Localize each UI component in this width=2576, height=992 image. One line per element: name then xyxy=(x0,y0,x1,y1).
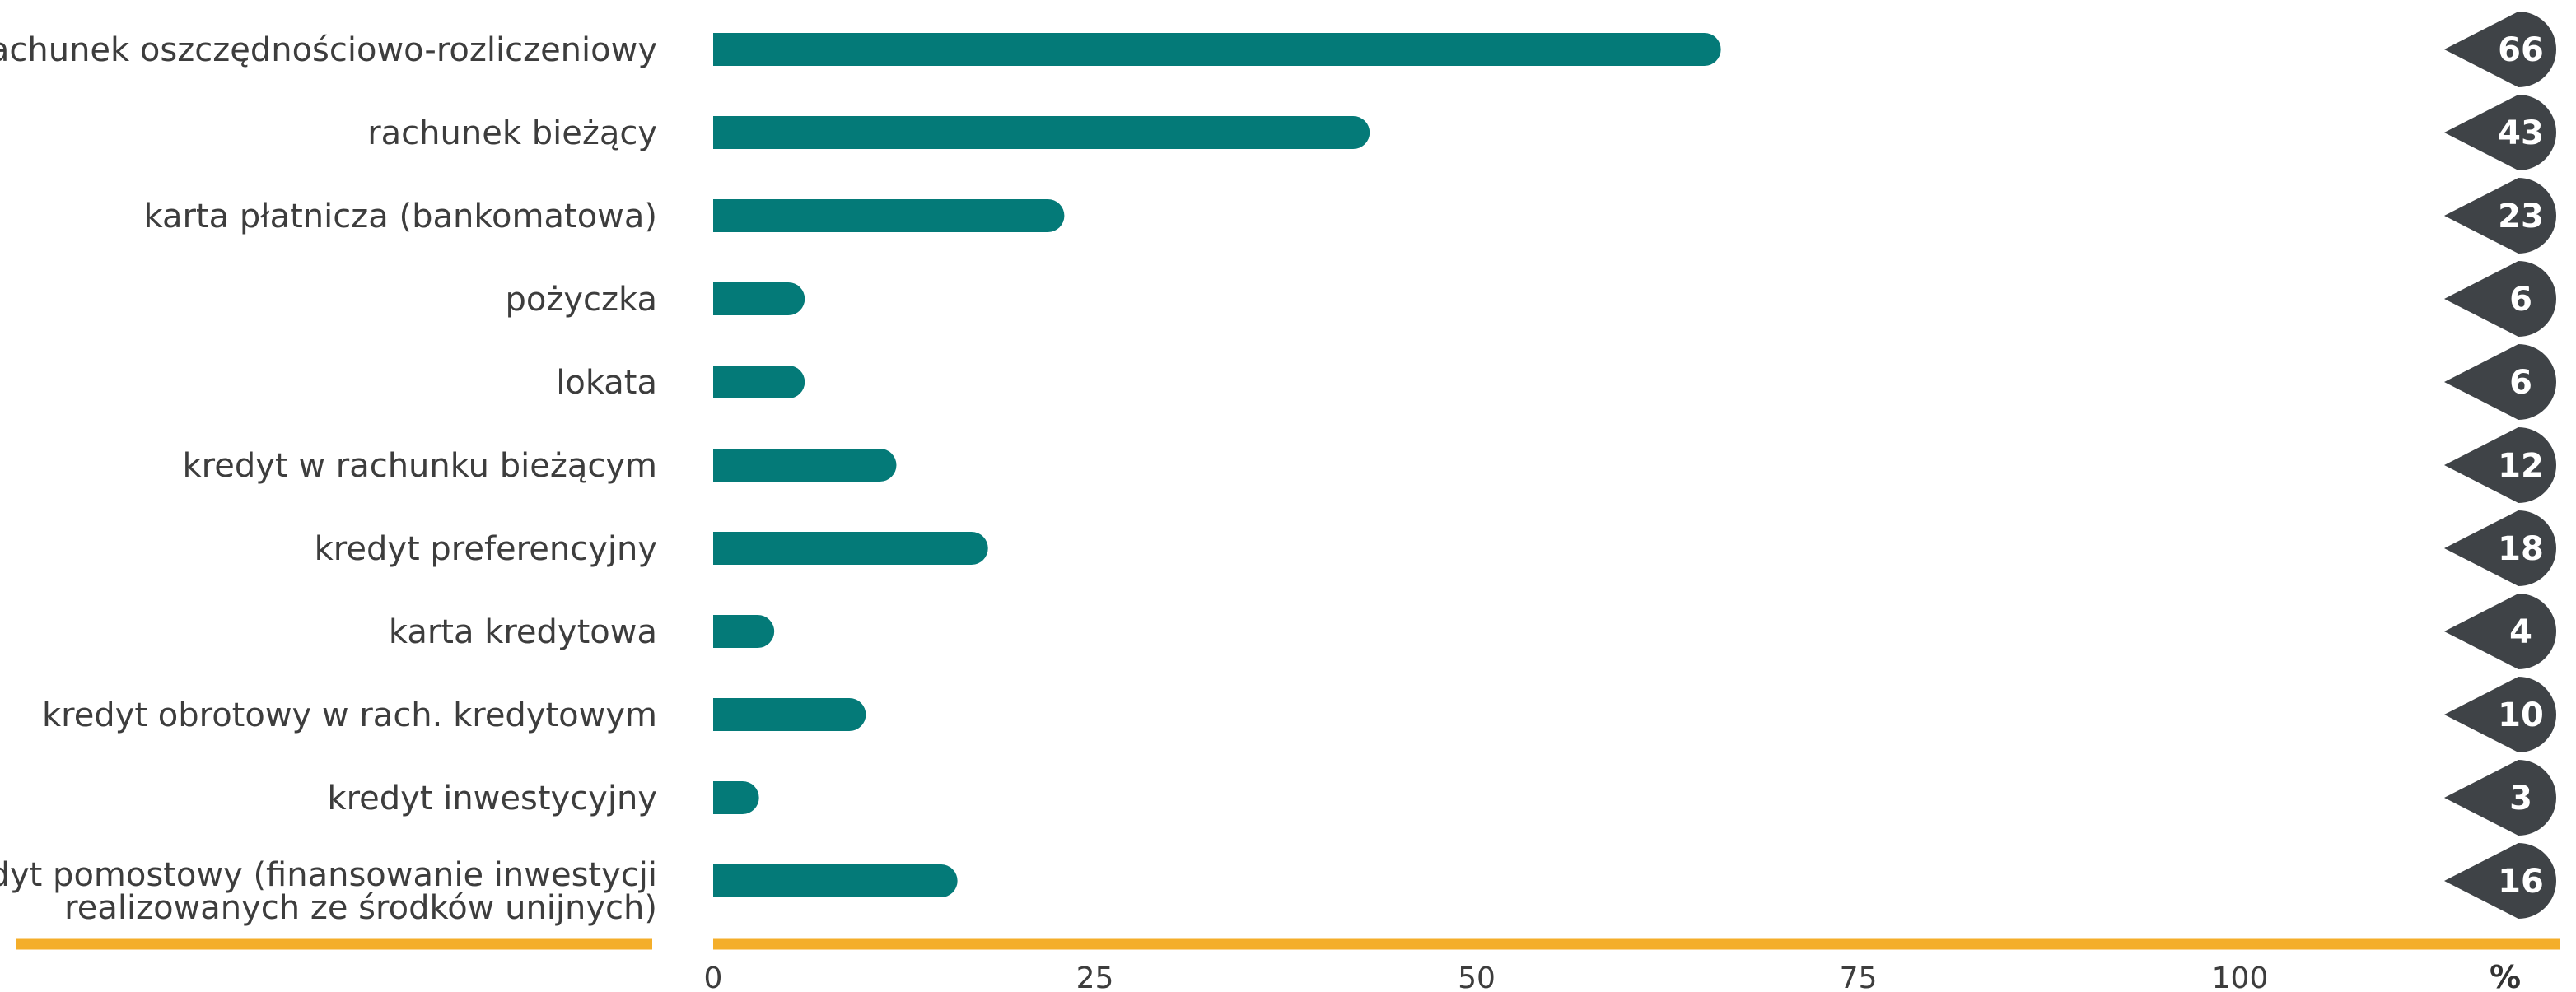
data-label: 10 xyxy=(2498,696,2544,734)
category-label: lokata xyxy=(556,364,657,402)
category-label: karta płatnicza (bankomatowa) xyxy=(144,198,658,235)
x-tick-label: 50 xyxy=(1458,962,1496,992)
value-badge xyxy=(2444,95,2556,170)
x-axis-ticks: 0 25 50 75 100 xyxy=(704,962,2269,992)
data-label: 4 xyxy=(2509,613,2532,651)
data-label: 66 xyxy=(2498,31,2544,69)
bar xyxy=(713,199,1065,232)
value-badge xyxy=(2444,11,2557,87)
category-label-line: kredyt pomostowy (finansowanie inwestycj… xyxy=(0,856,657,894)
category-label-line: realizowanych ze środków unijnych) xyxy=(64,889,657,927)
bar xyxy=(713,615,775,648)
value-badge xyxy=(2444,427,2556,503)
data-label: 12 xyxy=(2498,447,2544,485)
bar xyxy=(713,33,1721,66)
value-badge xyxy=(2444,843,2556,919)
bar xyxy=(713,116,1370,149)
data-label: 6 xyxy=(2509,281,2532,319)
bar xyxy=(713,532,988,565)
value-badge xyxy=(2444,178,2556,254)
category-label: rachunek bieżący xyxy=(367,114,657,152)
category-label: kredyt preferencyjny xyxy=(315,530,657,568)
value-badge xyxy=(2444,677,2556,752)
category-label: kredyt pomostowy (finansowanie inwestycj… xyxy=(0,856,657,927)
bar xyxy=(713,282,805,315)
data-label: 16 xyxy=(2498,863,2544,901)
x-tick-label: 75 xyxy=(1840,962,1878,992)
bars xyxy=(713,33,1721,897)
value-badge xyxy=(2444,510,2556,586)
category-label: kredyt obrotowy w rach. kredytowym xyxy=(42,696,657,734)
bar xyxy=(713,781,759,814)
category-label: pożyczka xyxy=(506,281,658,319)
value-badge xyxy=(2444,594,2556,669)
data-label: 18 xyxy=(2498,530,2544,568)
x-tick-label: 0 xyxy=(704,962,723,992)
data-label: 43 xyxy=(2498,114,2544,152)
category-label: kredyt inwestycyjny xyxy=(327,780,657,817)
bar xyxy=(713,366,805,398)
bar xyxy=(713,698,866,731)
data-label: 23 xyxy=(2498,198,2544,235)
category-label: kredyt w rachunku bieżącym xyxy=(183,447,657,485)
value-badge xyxy=(2444,344,2556,420)
category-label: karta kredytowa xyxy=(389,613,657,651)
x-tick-label: 100 xyxy=(2212,962,2269,992)
value-badge xyxy=(2444,261,2556,337)
category-labels: rachunek oszczędnościowo-rozliczeniowy ra… xyxy=(0,31,657,927)
category-label: rachunek oszczędnościowo-rozliczeniowy xyxy=(0,31,657,69)
data-label: 6 xyxy=(2509,364,2532,402)
unit-label: % xyxy=(2490,959,2521,992)
x-tick-label: 25 xyxy=(1076,962,1114,992)
data-label: 3 xyxy=(2509,780,2532,817)
value-badge xyxy=(2444,760,2556,836)
bar xyxy=(713,449,897,482)
bar xyxy=(713,864,958,897)
